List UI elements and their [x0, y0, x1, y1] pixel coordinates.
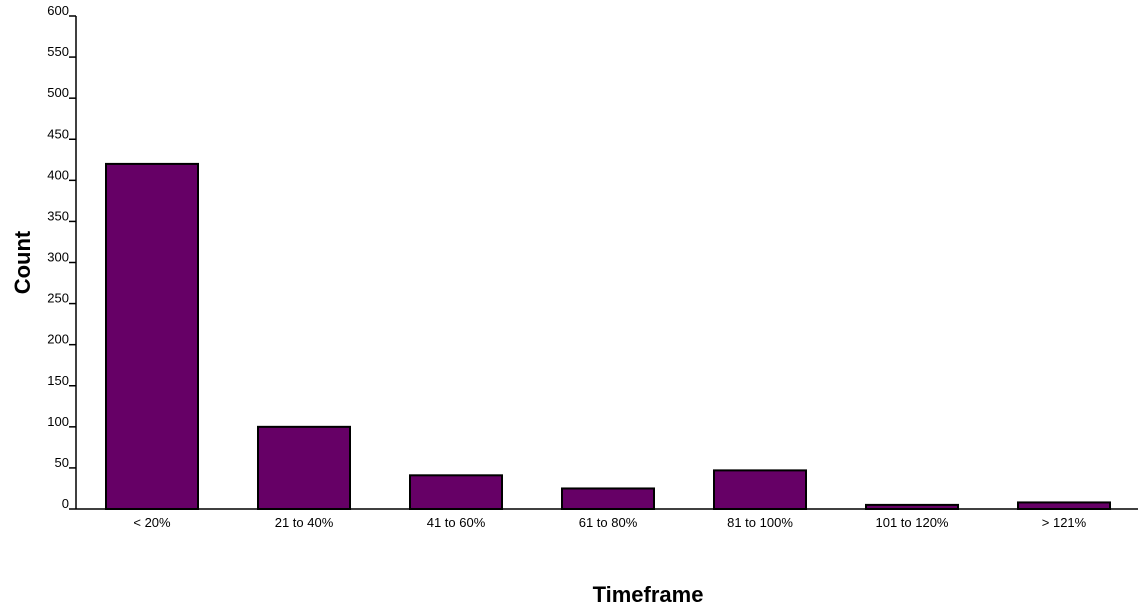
bar: [257, 425, 351, 511]
bars-group: [105, 162, 1111, 511]
bar: [105, 162, 199, 510]
x-axis-title: Timeframe: [593, 582, 704, 607]
y-tick-label: 400: [47, 167, 69, 182]
y-tick-label: 50: [55, 455, 69, 470]
y-tick-label: 550: [47, 44, 69, 59]
x-tick-label: 61 to 80%: [579, 515, 638, 530]
y-tick-label: 250: [47, 291, 69, 306]
x-tick-label: 41 to 60%: [427, 515, 486, 530]
y-axis-title: Count: [10, 230, 35, 294]
y-tick-label: 0: [62, 496, 69, 511]
bar: [1017, 501, 1111, 510]
y-tick-label: 350: [47, 208, 69, 223]
y-tick-label: 150: [47, 373, 69, 388]
y-tick-label: 500: [47, 85, 69, 100]
x-ticks-group: < 20% 21 to 40% 41 to 60% 61 to 80% 81 to 10…: [133, 515, 1086, 530]
y-tick-label: 200: [47, 332, 69, 347]
x-tick-label: < 20%: [133, 515, 171, 530]
y-tick-label: 600: [47, 3, 69, 18]
x-tick-label: 21 to 40%: [275, 515, 334, 530]
x-tick-label: 81 to 100%: [727, 515, 793, 530]
y-tick-label: 300: [47, 250, 69, 265]
y-tick-label: 450: [47, 126, 69, 141]
bar: [409, 474, 503, 511]
x-tick-label: > 121%: [1042, 515, 1087, 530]
bar: [561, 487, 655, 511]
y-ticks-group: 0 50 100 150 200 250 300 350 400 450 500 550 600: [47, 3, 76, 511]
bar: [713, 469, 807, 510]
x-tick-label: 101 to 120%: [875, 515, 948, 530]
y-tick-label: 100: [47, 414, 69, 429]
